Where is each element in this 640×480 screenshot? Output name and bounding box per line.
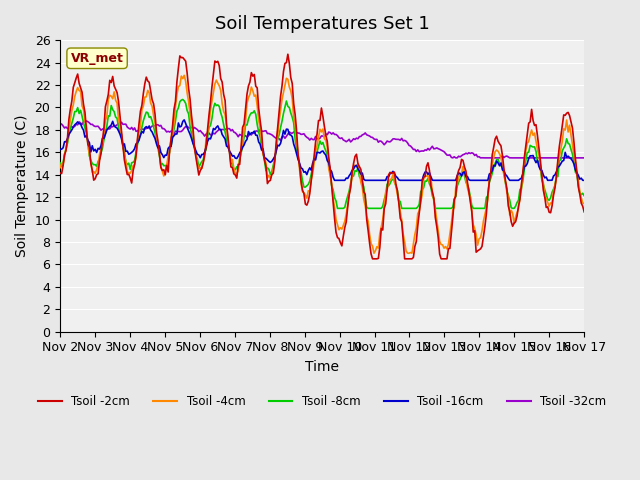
X-axis label: Time: Time: [305, 360, 339, 374]
Title: Soil Temperatures Set 1: Soil Temperatures Set 1: [215, 15, 429, 33]
Text: VR_met: VR_met: [70, 52, 124, 65]
Y-axis label: Soil Temperature (C): Soil Temperature (C): [15, 115, 29, 257]
Legend: Tsoil -2cm, Tsoil -4cm, Tsoil -8cm, Tsoil -16cm, Tsoil -32cm: Tsoil -2cm, Tsoil -4cm, Tsoil -8cm, Tsoi…: [33, 390, 611, 413]
